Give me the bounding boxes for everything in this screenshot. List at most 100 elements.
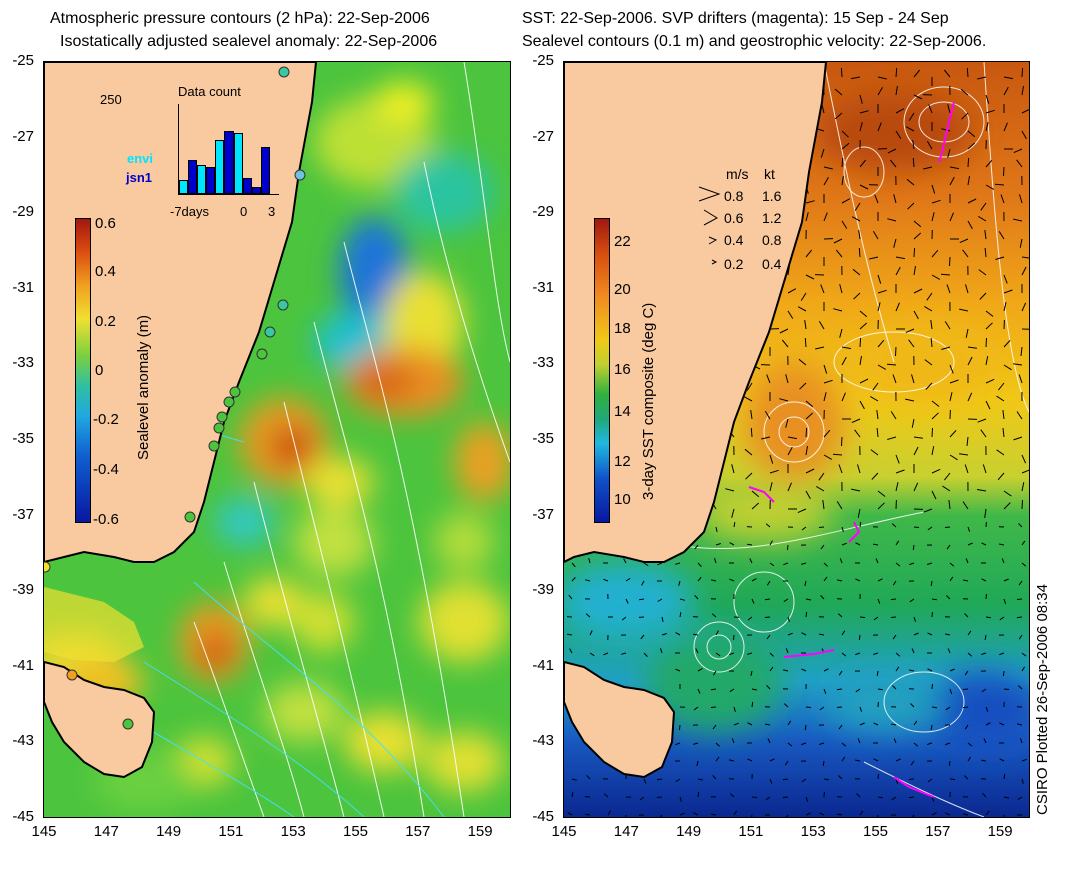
velocity-arrow: [908, 112, 915, 121]
velocity-arrow: [715, 543, 721, 546]
velocity-arrow: [931, 184, 936, 194]
velocity-arrow: [696, 760, 699, 767]
velocity-arrow: [859, 337, 862, 348]
velocity-arrow: [836, 688, 843, 691]
velocity-arrow: [854, 202, 861, 211]
velocity-arrow: [931, 212, 935, 222]
velocity-arrow: [945, 633, 951, 636]
left-ytick: -29: [12, 203, 34, 221]
velocity-arrow: [841, 142, 850, 150]
velocity-arrow: [1003, 598, 1007, 604]
velocity-arrow: [1020, 346, 1023, 356]
velocity-arrow: [949, 454, 958, 461]
velocity-arrow: [819, 742, 825, 745]
left-xtick: 155: [342, 823, 369, 840]
velocity-arrow: [913, 742, 919, 747]
velocity-arrow: [761, 436, 771, 440]
velocity-arrow: [905, 126, 915, 132]
velocity-arrow: [891, 796, 897, 801]
velocity-arrow: [895, 758, 901, 762]
velocity-arrow: [877, 578, 883, 582]
velocity-arrow: [984, 230, 987, 240]
velocity-arrow: [694, 544, 699, 550]
velocity-arrow: [859, 184, 869, 190]
velocity-arrow: [931, 199, 941, 204]
velocity-arrow: [946, 595, 951, 600]
velocity-arrow: [679, 724, 681, 731]
velocity-arrow: [804, 320, 807, 330]
velocity-arrow: [589, 630, 593, 636]
velocity-arrow: [841, 392, 846, 402]
velocity-arrow: [834, 112, 843, 120]
velocity-arrow: [967, 652, 973, 657]
velocity-arrow: [764, 598, 771, 601]
velocity-arrow: [895, 469, 905, 474]
velocity-arrow: [859, 159, 867, 168]
velocity-arrow: [568, 594, 573, 600]
velocity-arrow: [697, 778, 703, 781]
velocity-arrow: [965, 284, 969, 294]
australia-land-right: [564, 62, 828, 564]
velocity-arrow: [823, 429, 831, 438]
velocity-legend-ms-1: 0.6: [724, 210, 744, 226]
velocity-arrow: [913, 310, 919, 320]
velocity-arrow: [859, 706, 863, 712]
velocity-arrow: [967, 130, 976, 138]
velocity-arrow: [571, 577, 576, 582]
velocity-arrow: [725, 488, 735, 492]
velocity-arrow: [801, 778, 807, 783]
velocity-arrow: [764, 410, 771, 420]
velocity-arrow: [571, 792, 574, 798]
velocity-arrow: [947, 104, 951, 114]
velocity-arrow: [693, 812, 699, 816]
velocity-arrow: [588, 558, 591, 564]
right-xtick: 153: [800, 823, 826, 840]
left-ytick: -41: [12, 656, 34, 674]
velocity-arrow: [857, 738, 861, 744]
velocity-arrow: [749, 558, 753, 564]
velocity-arrow: [1003, 502, 1011, 510]
velocity-arrow: [928, 104, 933, 114]
velocity-arrow: [927, 562, 933, 565]
velocity-arrow: [804, 724, 807, 731]
inset-xlabel-start: -7days: [170, 204, 210, 219]
velocity-arrow: [585, 613, 591, 618]
right-cb-tick-0: 22: [614, 233, 631, 250]
velocity-arrow: [661, 616, 664, 623]
velocity-arrow: [852, 268, 861, 276]
velocity-arrow: [750, 410, 753, 420]
velocity-arrow: [805, 468, 815, 474]
velocity-arrow: [908, 778, 915, 780]
left-cb-tick-4: -0.2: [93, 411, 119, 428]
velocity-arrow: [659, 814, 663, 817]
velocity-arrow: [889, 159, 897, 168]
velocity-arrow: [999, 543, 1005, 546]
velocity-arrow: [1003, 122, 1008, 132]
velocity-arrow: [982, 792, 987, 798]
velocity-arrow: [1003, 340, 1011, 348]
velocity-arrow: [1003, 688, 1010, 690]
velocity-arrow: [908, 339, 915, 348]
velocity-arrow: [805, 400, 814, 408]
velocity-legend-kt-0: 1.6: [762, 188, 782, 204]
inset-bar-jsn1: [188, 159, 198, 194]
velocity-arrow: [1018, 523, 1023, 528]
velocity-arrow: [940, 273, 951, 276]
velocity-arrow: [1002, 428, 1005, 438]
velocity-arrow: [892, 685, 897, 690]
velocity-arrow: [729, 652, 735, 656]
velocity-arrow: [799, 382, 807, 390]
left-title-line2: Isostatically adjusted sealevel anomaly:…: [60, 33, 438, 50]
velocity-arrow: [603, 652, 609, 656]
velocity-arrow: [859, 722, 865, 726]
velocity-arrow: [858, 247, 861, 258]
velocity-arrow: [695, 648, 699, 654]
velocity-arrow: [895, 346, 897, 357]
velocity-arrow: [841, 130, 849, 138]
velocity-arrow: [945, 812, 951, 816]
velocity-arrow: [711, 813, 717, 816]
velocity-arrow: [1003, 166, 1005, 177]
velocity-arrow: [787, 288, 797, 294]
velocity-arrow: [981, 688, 987, 693]
velocity-arrow: [912, 157, 915, 168]
